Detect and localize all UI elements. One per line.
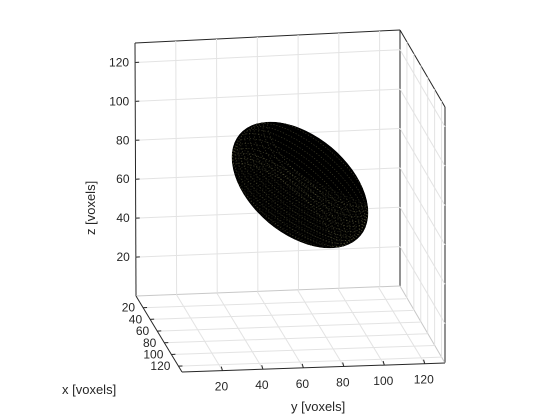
floor-gridline-x bbox=[150, 309, 414, 320]
floor-gridline-x bbox=[157, 321, 421, 332]
axes-box-front bbox=[135, 295, 446, 373]
floor-gridline-x bbox=[171, 344, 435, 355]
z-tick-label: 100 bbox=[109, 94, 129, 108]
floor-gridline-y bbox=[337, 288, 385, 366]
floor-gridline-x bbox=[143, 298, 407, 309]
x-tick-label: 100 bbox=[143, 347, 163, 361]
floor-gridline-y bbox=[176, 294, 223, 371]
back-wall-gridline-y bbox=[175, 40, 178, 295]
box-edge-top-back bbox=[134, 29, 401, 44]
z-tick-label: 80 bbox=[116, 133, 130, 147]
side-wall-gridline-z bbox=[399, 246, 446, 324]
voxel-layer bbox=[232, 143, 351, 247]
x-axis-label: x [voxels] bbox=[62, 382, 116, 397]
y-tick-mark bbox=[220, 366, 223, 371]
back-wall-gridline-z bbox=[135, 49, 401, 63]
z-tick-label: 40 bbox=[116, 211, 130, 225]
floor-gridline-y bbox=[297, 290, 345, 367]
voxel-layer bbox=[236, 133, 360, 241]
side-wall-gridline-z bbox=[399, 206, 446, 285]
floor-gridline-y bbox=[216, 292, 264, 370]
y-tick-label: 120 bbox=[414, 373, 434, 387]
box-edge-vertical-left bbox=[134, 42, 137, 297]
z-tick-label: 60 bbox=[116, 172, 130, 186]
y-tick-label: 60 bbox=[296, 377, 310, 391]
back-wall-gridline-z bbox=[135, 246, 401, 258]
y-tick-mark bbox=[342, 362, 345, 367]
voxel-layer bbox=[244, 126, 366, 232]
x-axis-line bbox=[135, 295, 183, 373]
voxel-layer bbox=[240, 129, 364, 237]
y-tick-mark bbox=[301, 363, 304, 368]
z-tick-label: 20 bbox=[116, 250, 130, 264]
back-wall-gridline-z bbox=[135, 88, 401, 102]
back-wall-gridline-y bbox=[216, 38, 218, 293]
y-tick-mark bbox=[423, 359, 426, 364]
box-edge-floor-back bbox=[135, 285, 401, 297]
floor-gridline-x bbox=[178, 356, 442, 367]
y-axis-label: y [voxels] bbox=[291, 399, 345, 414]
box-edge-floor-side bbox=[399, 285, 446, 364]
axes-box-back bbox=[134, 29, 446, 364]
x-tick-label: 60 bbox=[136, 324, 150, 338]
y-tick-label: 20 bbox=[215, 380, 229, 394]
voxel-layer bbox=[230, 148, 347, 251]
voxel-layer bbox=[249, 123, 368, 227]
voxel-layer bbox=[234, 138, 356, 244]
x-tick-label: 120 bbox=[150, 359, 170, 373]
x-tick-label: 40 bbox=[129, 312, 143, 326]
floor-gridline-y bbox=[256, 291, 304, 369]
y-tick-label: 100 bbox=[373, 374, 393, 388]
side-wall-gridline-z bbox=[399, 128, 446, 206]
box-edge-top-side bbox=[399, 29, 446, 108]
y-tick-mark bbox=[261, 365, 264, 370]
x-tick-label: 20 bbox=[122, 301, 136, 315]
voxel-layer bbox=[253, 119, 370, 222]
floor-gridline-y bbox=[378, 287, 426, 364]
y-tick-label: 80 bbox=[336, 375, 350, 389]
y-tick-label: 40 bbox=[255, 378, 269, 392]
z-axis-label: z [voxels] bbox=[83, 181, 98, 235]
side-wall-gridline-z bbox=[399, 49, 446, 127]
side-wall-gridline-z bbox=[399, 167, 446, 246]
floor-gridline-x bbox=[164, 333, 428, 344]
x-tick-label: 80 bbox=[143, 336, 157, 350]
voxel-fill bbox=[231, 121, 369, 249]
z-tick-label: 120 bbox=[109, 55, 129, 69]
y-tick-mark bbox=[382, 360, 385, 366]
side-wall-gridline-z bbox=[399, 88, 446, 167]
y-axis-line bbox=[181, 362, 446, 373]
